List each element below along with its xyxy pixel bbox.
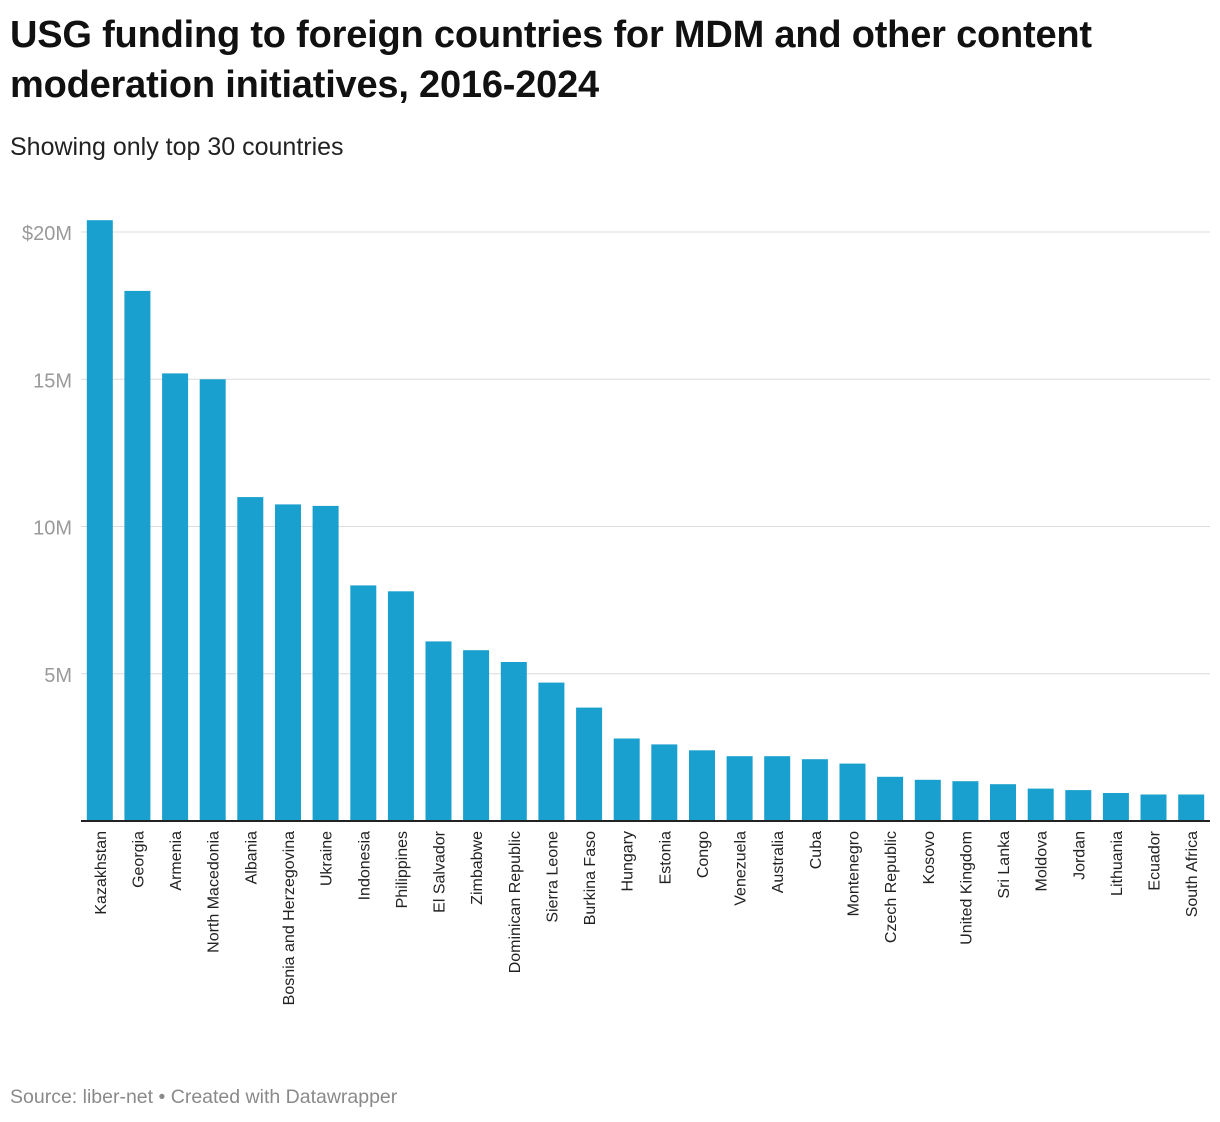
bar[interactable] [990, 784, 1016, 821]
x-category-label: Moldova [1034, 831, 1051, 892]
source-text[interactable]: Source: liber-net [10, 1086, 154, 1108]
bar[interactable] [914, 779, 941, 821]
x-category-label: Bosnia and Herzegovina [281, 831, 298, 1005]
bar[interactable] [613, 738, 640, 822]
chart-subtitle: Showing only top 30 countries [10, 133, 344, 161]
bar[interactable] [1065, 790, 1092, 821]
x-category-label: Ecuador [1147, 830, 1164, 890]
x-category-label: Estonia [657, 831, 674, 884]
x-category-label: Venezuela [733, 831, 750, 906]
chart-title: USG funding to foreign countries for MDM… [10, 14, 1092, 106]
x-category-label: South Africa [1184, 831, 1201, 917]
x-category-label: Cuba [808, 831, 825, 869]
x-category-label: El Salvador [432, 830, 449, 912]
y-tick-label: 15M [33, 370, 72, 392]
x-category-label: Sri Lanka [996, 831, 1013, 899]
bar[interactable] [199, 379, 226, 822]
y-tick-label: $20M [22, 223, 72, 245]
x-category-label: Sierra Leone [544, 831, 561, 923]
x-category-label: Philippines [394, 831, 411, 908]
bar[interactable] [1140, 794, 1167, 822]
x-category-label: Hungary [620, 831, 637, 891]
x-category-label: Kosovo [921, 831, 938, 884]
bar[interactable] [1027, 788, 1054, 821]
bar[interactable] [463, 650, 490, 821]
x-category-label: Albania [243, 831, 260, 884]
bar[interactable] [801, 759, 828, 821]
bar[interactable] [1178, 794, 1205, 822]
bar[interactable] [387, 591, 414, 821]
label-layer: Kazakhstan Georgia Armenia North Macedonia A… [93, 830, 1201, 1005]
bar[interactable] [425, 641, 452, 821]
x-category-label: Dominican Republic [507, 831, 524, 973]
bar[interactable] [275, 504, 301, 821]
bar-chart: $20M 15M 10M 5M Kazakhstan Georgia Armenia Nor… [22, 220, 1210, 1005]
x-category-label: United Kingdom [958, 831, 975, 945]
y-tick-label: 5M [44, 665, 72, 687]
x-category-label: Kazakhstan [93, 831, 110, 915]
bar[interactable] [538, 682, 565, 821]
x-category-label: Burkina Faso [582, 831, 599, 925]
bar-layer [86, 220, 1205, 822]
bar[interactable] [689, 750, 715, 821]
bar[interactable] [162, 373, 189, 821]
x-category-label: Ukraine [319, 831, 336, 886]
bar[interactable] [764, 756, 791, 821]
bar[interactable] [86, 220, 113, 821]
bar[interactable] [952, 781, 979, 821]
x-category-label: North Macedonia [206, 831, 223, 953]
bar[interactable] [576, 707, 603, 821]
x-category-label: Czech Republic [883, 831, 900, 943]
x-category-label: Australia [770, 831, 787, 893]
bar[interactable] [651, 744, 678, 821]
chart-footer: Source: liber-net • Created with Datawra… [10, 1083, 397, 1111]
bar[interactable] [839, 763, 866, 821]
bar[interactable] [312, 505, 339, 821]
y-tick-label: 10M [33, 518, 72, 540]
bar[interactable] [1102, 793, 1129, 821]
footer-separator: • [158, 1086, 166, 1108]
x-category-label: Montenegro [846, 831, 863, 916]
x-category-label: Lithuania [1109, 831, 1126, 896]
x-category-label: Georgia [130, 831, 147, 888]
bar[interactable] [124, 290, 151, 821]
bar[interactable] [877, 776, 904, 821]
x-category-label: Armenia [168, 831, 185, 891]
bar[interactable] [500, 662, 527, 821]
credit-text[interactable]: Created with Datawrapper [170, 1086, 398, 1108]
bar[interactable] [726, 756, 753, 821]
x-category-label: Jordan [1071, 831, 1088, 880]
bar[interactable] [350, 585, 377, 821]
x-category-label: Zimbabwe [469, 831, 486, 905]
x-category-label: Congo [695, 831, 712, 878]
bar[interactable] [237, 497, 264, 821]
grid-layer: $20M 15M 10M 5M [22, 223, 1210, 687]
x-category-label: Indonesia [356, 831, 373, 900]
